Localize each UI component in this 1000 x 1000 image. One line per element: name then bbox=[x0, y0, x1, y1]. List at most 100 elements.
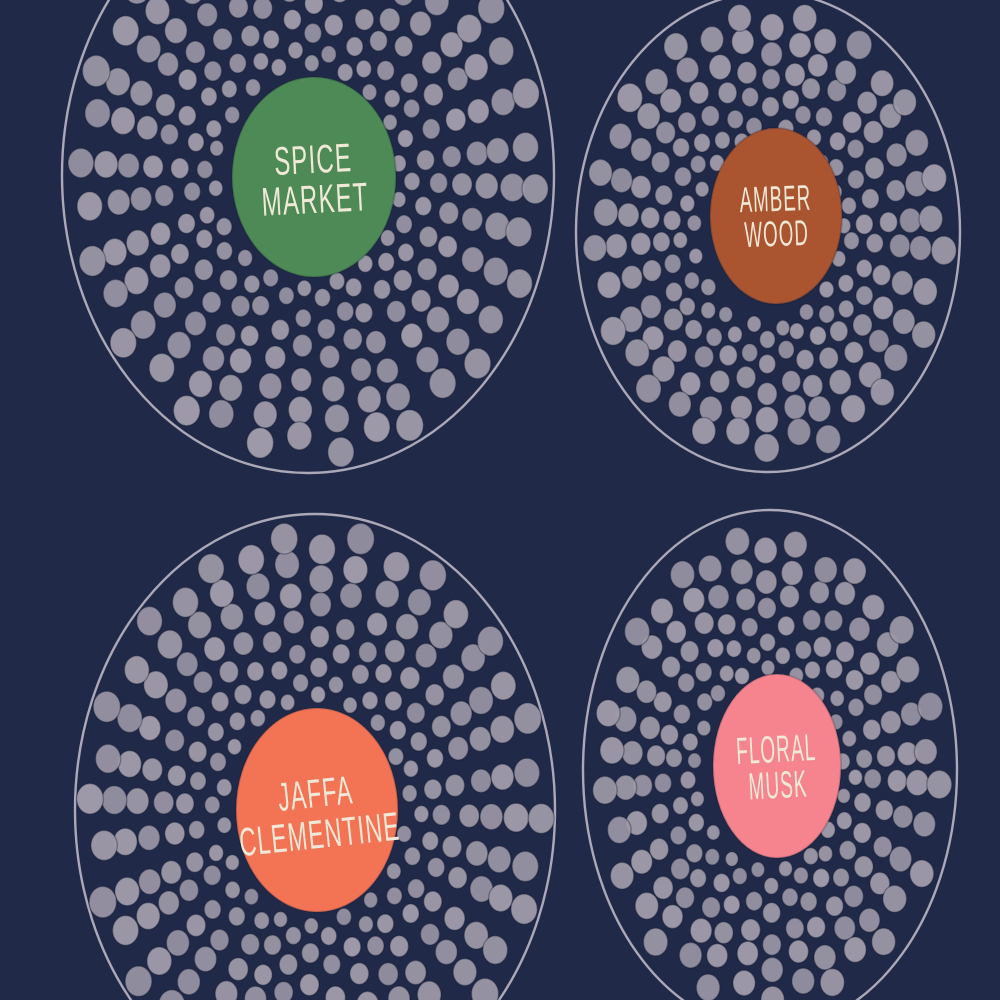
dot bbox=[470, 977, 500, 1000]
dot bbox=[252, 400, 278, 429]
dot bbox=[246, 426, 275, 459]
dot bbox=[410, 288, 432, 313]
dot bbox=[383, 88, 401, 109]
dot bbox=[878, 211, 899, 233]
dot bbox=[663, 32, 689, 61]
dot bbox=[383, 638, 406, 664]
dot bbox=[308, 533, 337, 566]
dot bbox=[198, 205, 216, 225]
dot bbox=[375, 357, 399, 384]
dot bbox=[397, 242, 415, 263]
dot bbox=[582, 234, 608, 263]
dot bbox=[689, 917, 713, 944]
dot bbox=[137, 868, 162, 896]
dot bbox=[869, 871, 891, 896]
dot bbox=[639, 715, 661, 741]
dot bbox=[294, 308, 312, 328]
dot bbox=[445, 327, 471, 356]
dot bbox=[895, 655, 921, 684]
dot bbox=[228, 711, 247, 732]
dot bbox=[320, 926, 338, 946]
dot bbox=[918, 204, 944, 233]
dot bbox=[779, 584, 801, 609]
dot bbox=[361, 83, 378, 102]
dot bbox=[135, 901, 161, 931]
dot bbox=[154, 184, 175, 208]
dot bbox=[401, 784, 418, 803]
dot bbox=[278, 953, 299, 976]
dot bbox=[166, 764, 187, 787]
dot bbox=[650, 597, 674, 625]
dot bbox=[592, 775, 618, 805]
dot bbox=[837, 273, 855, 293]
dot bbox=[872, 295, 895, 321]
dot bbox=[808, 580, 830, 605]
dot bbox=[930, 235, 957, 266]
dot bbox=[157, 890, 181, 916]
dot bbox=[596, 270, 622, 299]
dot bbox=[874, 799, 894, 821]
dot bbox=[848, 616, 871, 642]
dot bbox=[272, 910, 289, 928]
dot bbox=[228, 0, 249, 19]
dot bbox=[905, 769, 930, 797]
dot bbox=[761, 901, 782, 924]
dot bbox=[740, 86, 760, 108]
dot bbox=[778, 860, 794, 878]
dot bbox=[740, 617, 759, 638]
dot bbox=[445, 107, 467, 132]
dot bbox=[886, 769, 908, 793]
dot bbox=[672, 231, 689, 249]
dot bbox=[466, 98, 490, 125]
dot bbox=[815, 424, 842, 455]
dot bbox=[659, 87, 683, 114]
dot bbox=[732, 969, 756, 997]
dot bbox=[783, 530, 808, 559]
medallion-label-line1: AMBER bbox=[739, 178, 812, 221]
dot bbox=[452, 957, 478, 987]
dot bbox=[444, 773, 466, 798]
dot bbox=[818, 346, 840, 370]
dot bbox=[75, 782, 105, 815]
dot bbox=[399, 72, 419, 94]
dot-spokes bbox=[582, 3, 957, 463]
dot bbox=[482, 935, 509, 965]
dot bbox=[794, 640, 813, 660]
dot bbox=[415, 346, 440, 374]
dot bbox=[196, 2, 219, 28]
center-disc bbox=[709, 127, 843, 305]
dot bbox=[510, 893, 538, 925]
dot bbox=[609, 167, 634, 194]
dot bbox=[332, 0, 347, 4]
dot bbox=[208, 399, 235, 429]
dot bbox=[818, 280, 835, 299]
dot bbox=[735, 365, 757, 390]
dot bbox=[437, 235, 458, 259]
dot bbox=[429, 172, 449, 194]
dot bbox=[385, 862, 402, 881]
dot bbox=[124, 965, 153, 998]
dot bbox=[447, 735, 470, 761]
dot bbox=[451, 172, 473, 197]
dot bbox=[164, 687, 188, 714]
dot bbox=[760, 956, 784, 983]
dot bbox=[609, 861, 635, 890]
dot bbox=[366, 935, 385, 957]
dot bbox=[662, 209, 682, 231]
dot bbox=[172, 394, 201, 427]
dot bbox=[828, 131, 847, 152]
dot bbox=[843, 340, 865, 364]
dot bbox=[409, 10, 433, 37]
dot bbox=[392, 268, 413, 292]
dot bbox=[434, 938, 458, 966]
dot bbox=[479, 803, 504, 831]
dot bbox=[463, 52, 489, 82]
dot bbox=[714, 130, 731, 150]
dot bbox=[187, 369, 213, 399]
dot bbox=[274, 549, 300, 580]
dot bbox=[788, 32, 812, 59]
dot bbox=[388, 720, 407, 741]
medallion-label-line1: SPICE bbox=[273, 135, 353, 184]
dot bbox=[708, 53, 732, 81]
